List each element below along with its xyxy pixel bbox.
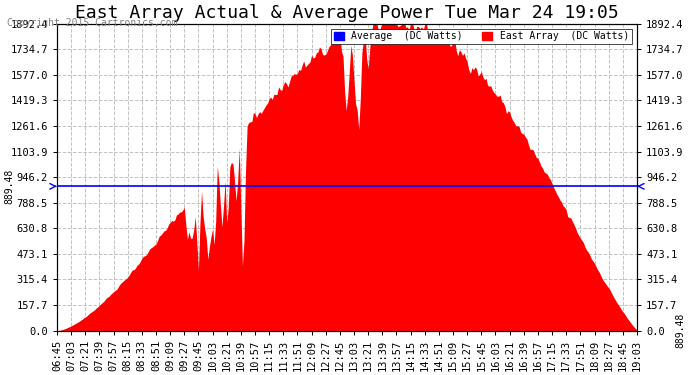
Text: Copyright 2015 Cartronics.com: Copyright 2015 Cartronics.com bbox=[7, 18, 177, 28]
Text: 889.48: 889.48 bbox=[4, 169, 14, 204]
Title: East Array Actual & Average Power Tue Mar 24 19:05: East Array Actual & Average Power Tue Ma… bbox=[75, 4, 619, 22]
Legend: Average  (DC Watts), East Array  (DC Watts): Average (DC Watts), East Array (DC Watts… bbox=[331, 28, 632, 44]
Text: 889.48: 889.48 bbox=[676, 313, 686, 348]
